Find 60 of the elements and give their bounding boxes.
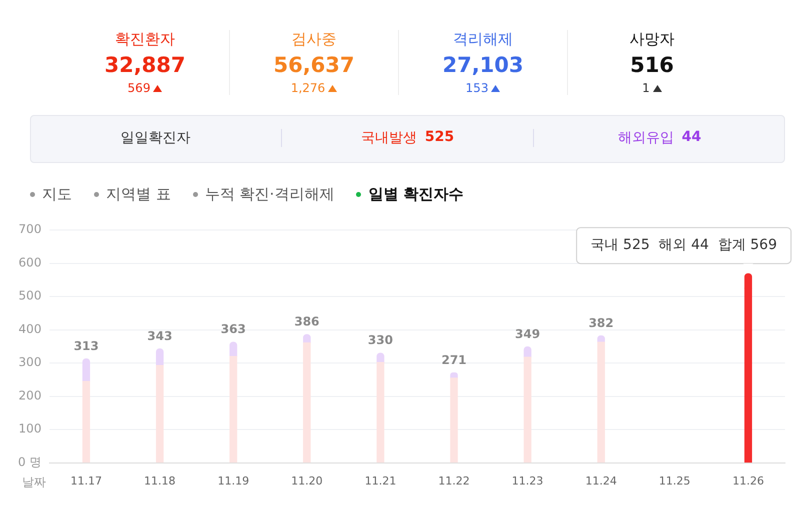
total-label: 386 bbox=[294, 314, 320, 329]
category-label: 해외유입 bbox=[618, 129, 674, 147]
x-axis-title: 날짜 bbox=[22, 474, 46, 489]
text: 누적 확진·격리해제 bbox=[204, 185, 334, 204]
bar bbox=[303, 342, 311, 463]
bar bbox=[82, 380, 90, 463]
category-label: 일일확진자 bbox=[120, 129, 190, 147]
x-tick-label: 11.26 bbox=[732, 474, 764, 488]
bar bbox=[82, 358, 90, 382]
x-tick-label: 11.19 bbox=[218, 474, 250, 488]
y-tick-label: 700 bbox=[18, 222, 42, 236]
data-label: 44 bbox=[682, 129, 702, 147]
text: 지도 bbox=[41, 185, 72, 204]
data-label: 32,887 bbox=[103, 53, 187, 77]
annotation: 국내 525 해외 44 합계 569 bbox=[590, 237, 778, 254]
category-label: 격리해제 bbox=[452, 30, 514, 49]
data-label: 1,276 bbox=[290, 81, 326, 95]
x-tick-label: 11.20 bbox=[291, 474, 323, 488]
bar bbox=[156, 365, 164, 463]
chart-title: 일별 확진자수 bbox=[368, 185, 464, 204]
total-label: 330 bbox=[368, 333, 393, 348]
bar bbox=[156, 348, 164, 366]
total-label: 363 bbox=[220, 322, 246, 336]
total-label: 271 bbox=[441, 352, 467, 367]
y-tick-label: 600 bbox=[18, 255, 42, 270]
y-tick-label: 100 bbox=[18, 422, 42, 436]
x-tick-label: 11.18 bbox=[144, 474, 176, 488]
bar bbox=[450, 378, 458, 463]
data-label: 1 bbox=[642, 81, 650, 95]
y-tick-label: 300 bbox=[18, 355, 42, 370]
bar bbox=[597, 342, 605, 463]
category-label: 국내발생 bbox=[360, 129, 417, 147]
bar bbox=[230, 356, 238, 463]
x-tick-label: 11.25 bbox=[658, 474, 690, 488]
category-label: 검사중 bbox=[290, 30, 338, 49]
bar bbox=[524, 356, 532, 463]
text: 지역별 표 bbox=[105, 185, 171, 204]
data-label: 516 bbox=[629, 53, 675, 77]
data-label: 56,637 bbox=[272, 53, 356, 77]
data-label: 27,103 bbox=[441, 53, 525, 77]
x-tick-label: 11.21 bbox=[364, 474, 396, 488]
x-tick-label: 11.17 bbox=[70, 474, 102, 488]
category-label: 사망자 bbox=[628, 30, 676, 49]
total-label: 382 bbox=[588, 316, 614, 330]
x-tick-label: 11.23 bbox=[512, 474, 544, 488]
y-tick-label: 400 bbox=[18, 322, 42, 336]
y-tick-label: 500 bbox=[18, 288, 42, 303]
x-tick-label: 11.24 bbox=[585, 474, 617, 488]
bar bbox=[376, 362, 384, 463]
data-label: 153 bbox=[466, 81, 488, 95]
y-tick-label: 0 명 bbox=[18, 454, 42, 469]
total-label: 349 bbox=[515, 326, 540, 341]
x-tick-label: 11.22 bbox=[438, 474, 470, 488]
total-label: 343 bbox=[147, 328, 172, 343]
y-tick-label: 200 bbox=[18, 388, 42, 402]
total-label: 313 bbox=[74, 338, 99, 353]
data-label: 569 bbox=[128, 81, 150, 95]
data-label: 525 bbox=[424, 129, 454, 147]
bar bbox=[230, 342, 238, 357]
category-label: 확진환자 bbox=[114, 30, 176, 49]
